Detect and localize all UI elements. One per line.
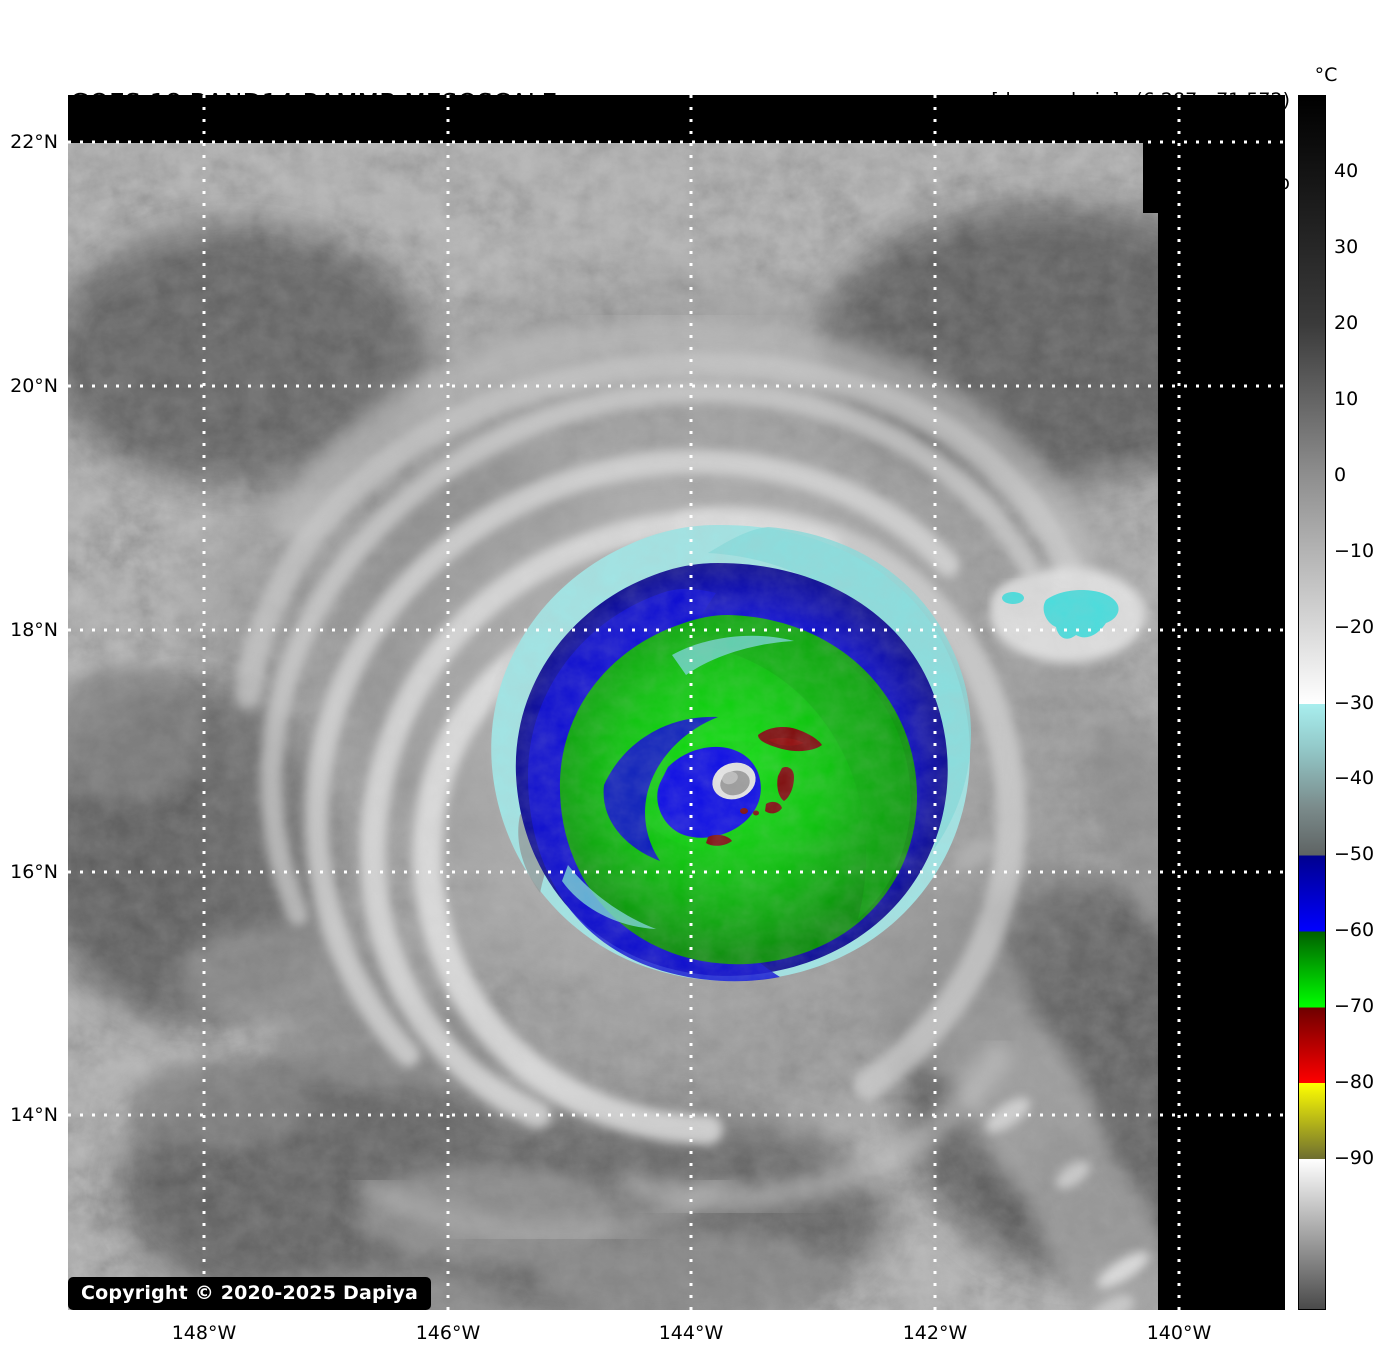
lon-tick-142: 142°W [902, 1322, 968, 1344]
colorbar-tick-20: 20 [1334, 311, 1359, 334]
colorbar-tick-neg90: −90 [1334, 1147, 1375, 1170]
lat-tick-22: 22°N [10, 131, 58, 153]
lon-tick-148: 148°W [171, 1322, 237, 1344]
lat-tick-18: 18°N [10, 619, 58, 641]
colorbar-tick-neg60: −60 [1334, 919, 1375, 942]
colorbar-tick-neg80: −80 [1334, 1071, 1375, 1094]
data-swath [68, 143, 1158, 1310]
colorbar-tick-10: 10 [1334, 387, 1359, 410]
lon-tick-146: 146°W [415, 1322, 481, 1344]
colorbar-tick-neg50: −50 [1334, 843, 1375, 866]
temperature-colorbar [1298, 95, 1326, 1310]
colorbar-tick-neg30: −30 [1334, 691, 1375, 714]
colorbar-unit-label: °C [1314, 64, 1338, 86]
colorbar-tick-neg20: −20 [1334, 615, 1375, 638]
lat-tick-14: 14°N [10, 1104, 58, 1126]
satellite-imagery-plot [68, 95, 1285, 1310]
colorbar-tick-30: 30 [1334, 235, 1359, 258]
colorbar-tick-0: 0 [1334, 463, 1347, 486]
lon-tick-144: 144°W [658, 1322, 724, 1344]
colorbar-gradient [1299, 96, 1325, 1309]
lat-tick-16: 16°N [10, 861, 58, 883]
colorbar-tick-neg70: −70 [1334, 995, 1375, 1018]
lat-tick-20: 20°N [10, 375, 58, 397]
imagery-canvas [68, 95, 1285, 1310]
colorbar-tick-40: 40 [1334, 159, 1359, 182]
sensor-grain-overlay [68, 143, 1158, 1310]
colorbar-tick-neg40: −40 [1334, 767, 1375, 790]
copyright-badge: Copyright © 2020-2025 Dapiya [68, 1277, 432, 1310]
lon-tick-140: 140°W [1146, 1322, 1212, 1344]
colorbar-tick-neg10: −10 [1334, 539, 1375, 562]
